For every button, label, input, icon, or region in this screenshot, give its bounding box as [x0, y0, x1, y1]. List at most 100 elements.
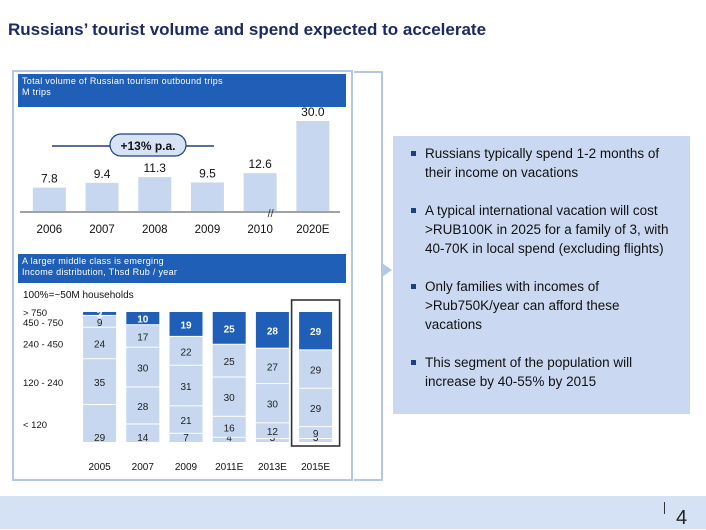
segment-value-label: 14 [137, 433, 149, 444]
segment-value-label: 29 [310, 327, 322, 338]
bullet-item: Russians typically spend 1-2 months of t… [403, 144, 680, 182]
income-segment [169, 336, 203, 365]
year-tick-label: 2008 [142, 224, 168, 236]
segment-value-label: 28 [137, 402, 149, 413]
income-segment [255, 439, 289, 442]
income-bracket-label: < 120 [23, 420, 47, 431]
income-segment [212, 416, 246, 437]
segment-value-label: 35 [94, 378, 106, 389]
segment-value-label: 3 [97, 310, 103, 321]
year-tick-label: 2015E [301, 462, 330, 473]
income-segment [83, 359, 117, 405]
segment-value-label: 4 [226, 433, 232, 444]
income-segment [299, 350, 333, 388]
segment-value-label: 17 [137, 332, 149, 343]
segment-value-label: 9 [97, 318, 103, 329]
segment-value-label: 9 [313, 429, 319, 440]
bullet-item: Only families with incomes of >Rub750K/y… [403, 277, 680, 334]
year-tick-label: 2020E [296, 224, 330, 236]
income-segment [169, 312, 203, 336]
trip-bar [85, 182, 119, 211]
trip-value-label: 9.5 [199, 167, 216, 181]
income-segment [212, 312, 246, 344]
income-segment [255, 384, 289, 423]
income-stacked-chart: 100%=~50M households < 120 120 - 240 240 - … [23, 290, 341, 473]
income-segment [299, 312, 333, 350]
trip-bar [243, 173, 277, 211]
chart2-subtitle: Income distribution, Thsd Rub / year [22, 267, 178, 277]
chart1-subtitle: M trips [22, 87, 52, 97]
income-segment [126, 424, 160, 442]
segment-value-label: 27 [267, 362, 279, 373]
trip-bar [296, 121, 330, 211]
income-segment [255, 348, 289, 384]
income-segment [212, 437, 246, 442]
segment-value-label: 30 [137, 364, 149, 375]
trip-bar [32, 187, 66, 211]
segment-value-label: 12 [267, 427, 279, 438]
trip-value-label: 9.4 [94, 167, 111, 181]
income-segment [299, 427, 333, 439]
year-tick-label: 2009 [195, 224, 221, 236]
trips-bar-chart: 7.8 2006 9.4 2007 11.3 2008 9.5 2009 12.6 2010 30.… [20, 107, 340, 236]
income-segment [169, 365, 203, 406]
charts-frame [12, 70, 353, 481]
income-segment [255, 423, 289, 439]
bullet-item: This segment of the population will incr… [403, 353, 680, 391]
income-segment [299, 388, 333, 427]
segment-value-label: 7 [183, 433, 189, 444]
year-tick-label: 2006 [37, 224, 63, 236]
trip-value-label: 12.6 [248, 157, 272, 171]
highlight-box [290, 299, 341, 447]
segment-value-label: 21 [180, 416, 192, 427]
footer-band [0, 496, 706, 529]
bullet-text: Russians typically spend 1-2 months of t… [425, 146, 660, 180]
growth-annotation: +13% p.a. [120, 139, 175, 153]
growth-pill [109, 133, 187, 157]
chart2-header: A larger middle class is emerging Income… [18, 254, 346, 283]
income-segment [169, 406, 203, 433]
page-number: 4 [676, 507, 688, 529]
segment-value-label: 3 [270, 433, 276, 444]
income-segment [83, 312, 117, 315]
connector-arrow [354, 71, 392, 481]
page-number-divider [664, 502, 665, 514]
segment-value-label: 29 [94, 433, 106, 444]
segment-value-label: 3 [313, 433, 319, 444]
chart1-header: Total volume of Russian tourism outbound… [18, 74, 346, 107]
key-points-box: Russians typically spend 1-2 months of t… [393, 136, 690, 414]
income-segment [126, 387, 160, 424]
bullet-square-icon [411, 208, 416, 213]
bullet-text: This segment of the population will incr… [425, 355, 633, 389]
income-segment [83, 315, 117, 327]
segment-value-label: 24 [94, 339, 106, 350]
trip-bar [138, 177, 172, 211]
segment-value-label: 25 [224, 324, 236, 335]
page-title: Russians’ tourist volume and spend expec… [8, 20, 487, 39]
bullet-square-icon [411, 360, 416, 365]
trip-bar [190, 182, 224, 211]
bullet-text: A typical international vacation will co… [425, 203, 669, 256]
income-segment [169, 433, 203, 442]
segment-value-label: 30 [224, 393, 236, 404]
income-segment [126, 312, 160, 325]
bullet-square-icon [411, 151, 416, 156]
year-tick-label: 2011E [215, 462, 244, 473]
income-bracket-label: 120 - 240 [23, 378, 63, 389]
segment-value-label: 28 [267, 326, 279, 337]
income-bracket-label: > 750 [23, 308, 47, 319]
trip-value-label: 11.3 [144, 161, 167, 175]
trip-value-label: 7.8 [41, 172, 58, 186]
segment-value-label: 19 [180, 320, 192, 331]
households-note: 100%=~50M households [23, 290, 134, 301]
income-segment [255, 312, 289, 348]
segment-value-label: 29 [310, 366, 322, 377]
year-tick-label: 2013E [258, 462, 287, 473]
segment-value-label: 30 [267, 400, 279, 411]
segment-value-label: 31 [180, 382, 192, 393]
axis-break-mark: // [268, 208, 275, 220]
year-tick-label: 2009 [175, 462, 198, 473]
trip-value-label: 30.0 [301, 107, 325, 119]
segment-value-label: 10 [137, 315, 149, 326]
bullet-text: Only families with incomes of >Rub750K/y… [425, 279, 620, 332]
